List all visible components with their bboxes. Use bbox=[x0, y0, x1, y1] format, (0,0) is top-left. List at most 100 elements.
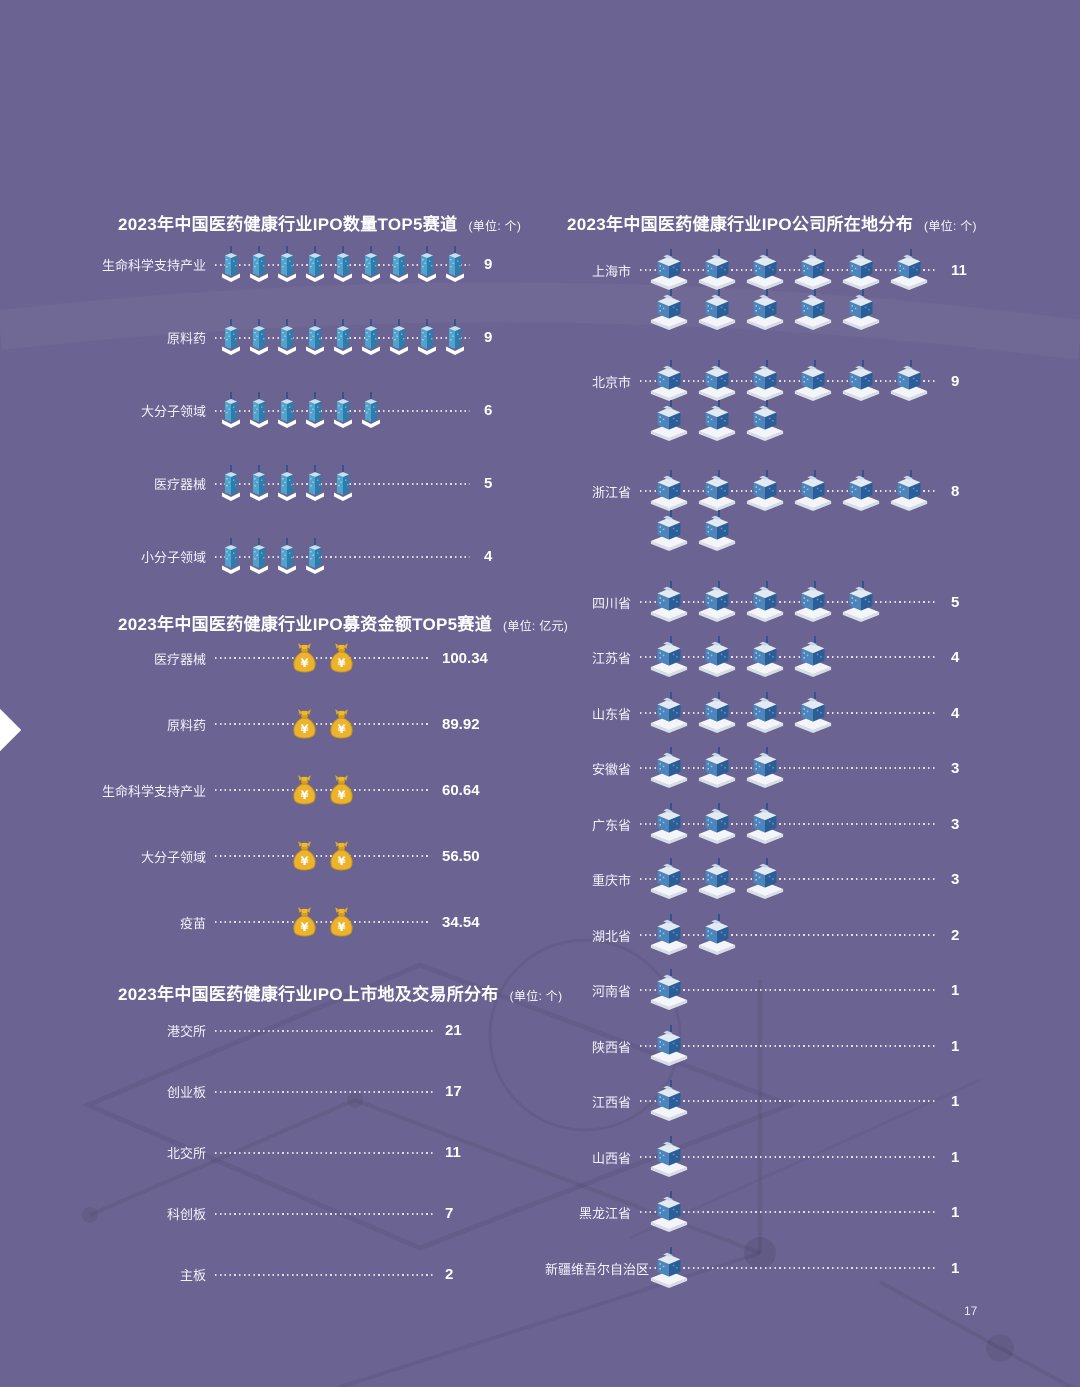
tower-icon bbox=[221, 246, 241, 284]
bag-icon bbox=[325, 838, 357, 874]
box-icon bbox=[648, 249, 690, 291]
row-track bbox=[215, 691, 430, 757]
row-value: 2 bbox=[951, 926, 960, 944]
row-value: 9 bbox=[951, 372, 960, 390]
icon-strip bbox=[648, 1247, 690, 1289]
row-label: 科创板 bbox=[166, 1207, 206, 1222]
tower-icon bbox=[249, 538, 269, 576]
icon-strip bbox=[648, 914, 738, 956]
box-icon bbox=[744, 692, 786, 734]
row-track bbox=[640, 692, 935, 734]
icon-strip bbox=[288, 706, 357, 742]
chart-row: 上海市 11 bbox=[545, 249, 980, 291]
icon-strip bbox=[648, 360, 930, 402]
tower-icon bbox=[249, 246, 269, 284]
chart-row: 疫苗 34.54 bbox=[100, 889, 520, 955]
chart-row: 广东省 3 bbox=[545, 803, 980, 845]
box-icon bbox=[696, 289, 738, 331]
row-track bbox=[215, 1183, 435, 1244]
row-label: 医疗器械 bbox=[153, 477, 206, 492]
box-icon bbox=[744, 581, 786, 623]
row-value: 1 bbox=[951, 1259, 960, 1277]
dotted-leader bbox=[215, 855, 430, 857]
box-icon bbox=[648, 1025, 690, 1067]
row-value: 8 bbox=[951, 482, 960, 500]
tower-icon bbox=[445, 246, 465, 284]
box-icon bbox=[696, 249, 738, 291]
chart-ipo-exchange-rows: 港交所 21 创业板 17 北交所 11 科创板 7 主板 2 bbox=[100, 1000, 510, 1305]
dotted-leader bbox=[640, 1267, 935, 1269]
dotted-leader bbox=[640, 380, 935, 382]
tower-icon bbox=[277, 319, 297, 357]
icon-strip bbox=[648, 1080, 690, 1122]
tower-icon bbox=[361, 319, 381, 357]
row-value: 1 bbox=[951, 1037, 960, 1055]
bag-icon bbox=[288, 838, 320, 874]
tower-icon bbox=[221, 538, 241, 576]
box-icon bbox=[648, 581, 690, 623]
dotted-leader bbox=[640, 712, 935, 714]
icon-strip bbox=[221, 246, 465, 284]
box-icon bbox=[648, 360, 690, 402]
row-value: 2 bbox=[445, 1266, 454, 1283]
tower-icon bbox=[389, 246, 409, 284]
bag-icon bbox=[288, 904, 320, 940]
row-track bbox=[215, 1061, 435, 1122]
chart-row: 小分子领域 4 bbox=[100, 520, 520, 593]
box-icon bbox=[648, 289, 690, 331]
row-track bbox=[215, 1244, 435, 1305]
icon-strip bbox=[648, 747, 786, 789]
box-icon bbox=[792, 249, 834, 291]
bag-icon bbox=[325, 904, 357, 940]
chart-row: 医疗器械 100.34 bbox=[100, 625, 520, 691]
row-value: 3 bbox=[951, 759, 960, 777]
row-track bbox=[640, 1025, 935, 1067]
row-label: 新疆维吾尔自治区 bbox=[545, 1261, 650, 1277]
dotted-leader bbox=[215, 1151, 435, 1154]
row-value: 1 bbox=[951, 1092, 960, 1110]
dotted-leader bbox=[640, 989, 935, 991]
box-icon bbox=[696, 581, 738, 623]
chart-row: 医疗器械 5 bbox=[100, 447, 520, 520]
icon-strip bbox=[288, 904, 357, 940]
icon-strip bbox=[648, 470, 930, 512]
chart-row: 陕西省 1 bbox=[545, 1025, 980, 1067]
row-value: 34.54 bbox=[442, 913, 480, 931]
row-track bbox=[215, 757, 430, 823]
dotted-leader bbox=[640, 1156, 935, 1158]
chart-row: 四川省 5 bbox=[545, 581, 980, 623]
icon-strip bbox=[648, 1025, 690, 1067]
dotted-leader bbox=[640, 1211, 935, 1213]
tower-icon bbox=[221, 319, 241, 357]
dotted-leader bbox=[640, 878, 935, 880]
row-value: 4 bbox=[484, 548, 493, 565]
row-value: 11 bbox=[951, 261, 967, 279]
row-label: 浙江省 bbox=[591, 484, 631, 500]
tower-icon bbox=[333, 246, 353, 284]
page-number: 17 bbox=[964, 1304, 978, 1318]
row-track bbox=[640, 470, 935, 512]
icon-strip bbox=[648, 289, 882, 331]
row-value: 4 bbox=[951, 648, 960, 666]
dotted-leader bbox=[640, 934, 935, 936]
chart-title-text: 2023年中国医药健康行业IPO公司所在地分布 bbox=[567, 215, 914, 234]
dotted-leader bbox=[215, 723, 430, 725]
row-track bbox=[640, 581, 935, 623]
bag-icon bbox=[288, 640, 320, 676]
row-label: 上海市 bbox=[591, 263, 631, 279]
row-track bbox=[215, 520, 470, 593]
row-track bbox=[215, 823, 430, 889]
box-icon bbox=[792, 470, 834, 512]
chart-unit-label: (单位: 个) bbox=[468, 219, 522, 233]
box-icon bbox=[744, 636, 786, 678]
box-icon bbox=[696, 360, 738, 402]
box-icon bbox=[696, 510, 738, 552]
row-value: 3 bbox=[951, 815, 960, 833]
dotted-leader bbox=[215, 657, 430, 659]
row-label: 江苏省 bbox=[591, 650, 631, 666]
row-track bbox=[640, 1080, 935, 1122]
row-value: 6 bbox=[484, 402, 493, 419]
tower-icon bbox=[361, 246, 381, 284]
tower-icon bbox=[305, 392, 325, 430]
icon-strip bbox=[648, 1191, 690, 1233]
